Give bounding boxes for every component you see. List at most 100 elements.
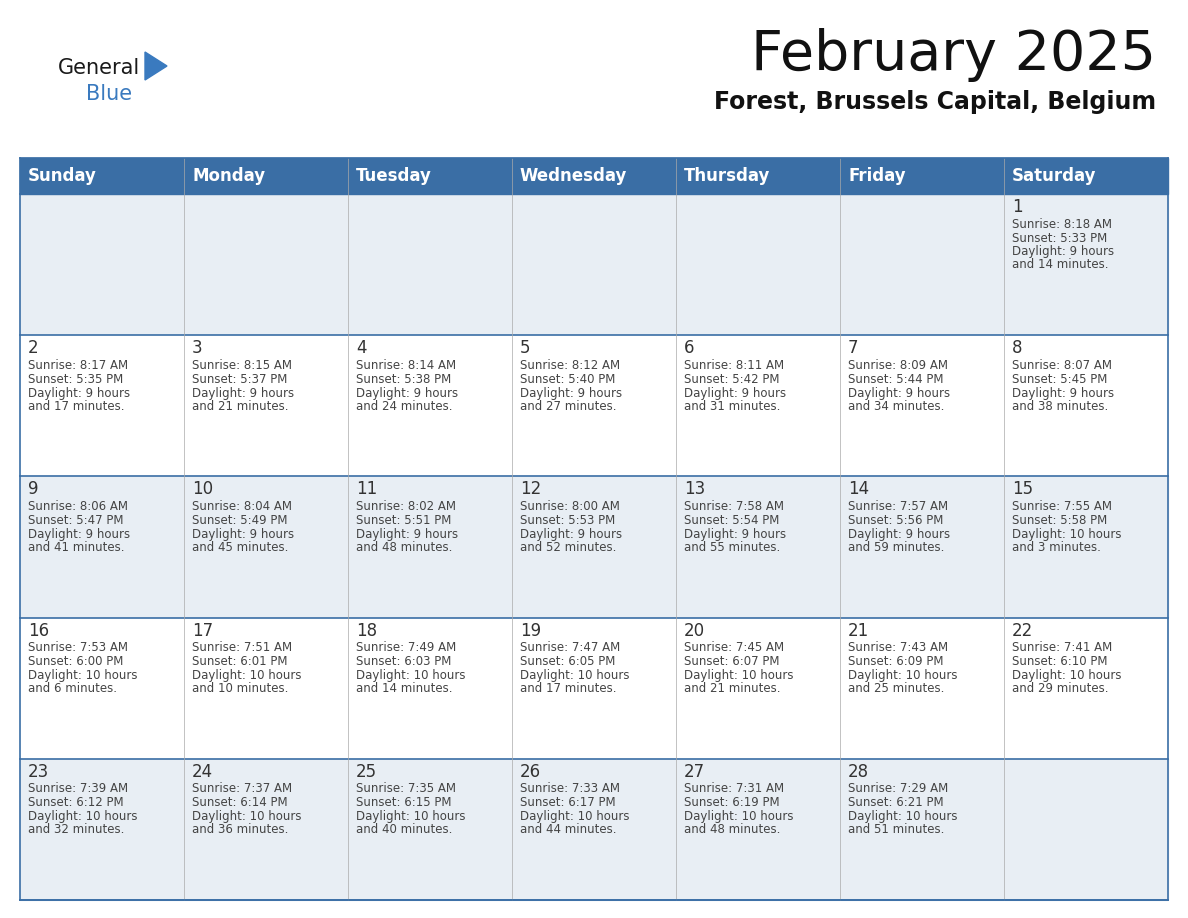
Text: Sunset: 6:01 PM: Sunset: 6:01 PM — [192, 655, 287, 668]
Text: Daylight: 10 hours: Daylight: 10 hours — [192, 811, 302, 823]
Text: Sunset: 5:58 PM: Sunset: 5:58 PM — [1012, 514, 1107, 527]
Text: Sunrise: 7:51 AM: Sunrise: 7:51 AM — [192, 641, 292, 655]
Text: and 32 minutes.: and 32 minutes. — [29, 823, 125, 836]
Text: Saturday: Saturday — [1012, 167, 1097, 185]
Text: Daylight: 9 hours: Daylight: 9 hours — [848, 528, 950, 541]
Text: 24: 24 — [192, 763, 213, 781]
Text: Sunset: 5:42 PM: Sunset: 5:42 PM — [684, 373, 779, 386]
Text: Sunset: 6:10 PM: Sunset: 6:10 PM — [1012, 655, 1107, 668]
Text: Sunrise: 8:15 AM: Sunrise: 8:15 AM — [192, 359, 292, 372]
Bar — [20, 194, 1168, 335]
Text: Sunday: Sunday — [29, 167, 97, 185]
Text: 18: 18 — [356, 621, 377, 640]
Text: and 3 minutes.: and 3 minutes. — [1012, 541, 1101, 554]
Text: Daylight: 9 hours: Daylight: 9 hours — [356, 386, 459, 399]
Text: 2: 2 — [29, 339, 39, 357]
Text: and 10 minutes.: and 10 minutes. — [192, 682, 289, 695]
Text: Sunrise: 8:17 AM: Sunrise: 8:17 AM — [29, 359, 128, 372]
Text: 1: 1 — [1012, 198, 1023, 216]
Text: Daylight: 9 hours: Daylight: 9 hours — [192, 386, 295, 399]
Text: and 51 minutes.: and 51 minutes. — [848, 823, 944, 836]
Text: 14: 14 — [848, 480, 870, 498]
Text: and 55 minutes.: and 55 minutes. — [684, 541, 781, 554]
Text: 17: 17 — [192, 621, 213, 640]
Text: Sunset: 6:09 PM: Sunset: 6:09 PM — [848, 655, 943, 668]
Text: Sunset: 6:00 PM: Sunset: 6:00 PM — [29, 655, 124, 668]
Text: and 14 minutes.: and 14 minutes. — [356, 682, 453, 695]
Text: Sunrise: 8:00 AM: Sunrise: 8:00 AM — [520, 500, 620, 513]
Text: 26: 26 — [520, 763, 541, 781]
Text: Sunrise: 8:09 AM: Sunrise: 8:09 AM — [848, 359, 948, 372]
Text: 10: 10 — [192, 480, 213, 498]
Text: Sunrise: 7:33 AM: Sunrise: 7:33 AM — [520, 782, 620, 795]
Text: Sunset: 5:44 PM: Sunset: 5:44 PM — [848, 373, 943, 386]
Text: and 38 minutes.: and 38 minutes. — [1012, 399, 1108, 413]
Text: Sunrise: 8:12 AM: Sunrise: 8:12 AM — [520, 359, 620, 372]
Text: Sunrise: 7:29 AM: Sunrise: 7:29 AM — [848, 782, 948, 795]
Bar — [20, 476, 1168, 618]
Text: Sunrise: 7:57 AM: Sunrise: 7:57 AM — [848, 500, 948, 513]
Text: Sunset: 5:53 PM: Sunset: 5:53 PM — [520, 514, 615, 527]
Text: and 36 minutes.: and 36 minutes. — [192, 823, 289, 836]
Text: Daylight: 9 hours: Daylight: 9 hours — [192, 528, 295, 541]
Text: Daylight: 10 hours: Daylight: 10 hours — [192, 669, 302, 682]
Text: Sunrise: 7:58 AM: Sunrise: 7:58 AM — [684, 500, 784, 513]
Text: Daylight: 9 hours: Daylight: 9 hours — [520, 386, 623, 399]
Text: and 17 minutes.: and 17 minutes. — [520, 682, 617, 695]
Text: Forest, Brussels Capital, Belgium: Forest, Brussels Capital, Belgium — [714, 90, 1156, 114]
Text: 9: 9 — [29, 480, 38, 498]
Text: Sunset: 6:17 PM: Sunset: 6:17 PM — [520, 796, 615, 810]
Text: Sunset: 5:35 PM: Sunset: 5:35 PM — [29, 373, 124, 386]
Text: Sunrise: 7:31 AM: Sunrise: 7:31 AM — [684, 782, 784, 795]
Text: 11: 11 — [356, 480, 378, 498]
Text: Daylight: 9 hours: Daylight: 9 hours — [1012, 245, 1114, 259]
Text: Sunrise: 8:07 AM: Sunrise: 8:07 AM — [1012, 359, 1112, 372]
Text: Daylight: 10 hours: Daylight: 10 hours — [848, 669, 958, 682]
Text: and 48 minutes.: and 48 minutes. — [684, 823, 781, 836]
Text: 16: 16 — [29, 621, 49, 640]
Text: 5: 5 — [520, 339, 531, 357]
Text: Daylight: 10 hours: Daylight: 10 hours — [684, 811, 794, 823]
Text: Sunrise: 8:11 AM: Sunrise: 8:11 AM — [684, 359, 784, 372]
Text: Daylight: 10 hours: Daylight: 10 hours — [1012, 669, 1121, 682]
Text: Sunset: 6:14 PM: Sunset: 6:14 PM — [192, 796, 287, 810]
Text: 7: 7 — [848, 339, 859, 357]
Text: and 44 minutes.: and 44 minutes. — [520, 823, 617, 836]
Text: 28: 28 — [848, 763, 870, 781]
Text: 27: 27 — [684, 763, 706, 781]
Text: Sunset: 5:49 PM: Sunset: 5:49 PM — [192, 514, 287, 527]
Text: Tuesday: Tuesday — [356, 167, 432, 185]
Text: and 34 minutes.: and 34 minutes. — [848, 399, 944, 413]
Text: and 17 minutes.: and 17 minutes. — [29, 399, 125, 413]
Text: 20: 20 — [684, 621, 706, 640]
Text: Sunrise: 7:35 AM: Sunrise: 7:35 AM — [356, 782, 456, 795]
Text: Sunset: 6:05 PM: Sunset: 6:05 PM — [520, 655, 615, 668]
Text: 23: 23 — [29, 763, 49, 781]
Text: Blue: Blue — [86, 84, 132, 104]
Bar — [20, 158, 1168, 194]
Text: and 14 minutes.: and 14 minutes. — [1012, 259, 1108, 272]
Text: Daylight: 10 hours: Daylight: 10 hours — [684, 669, 794, 682]
Text: Sunrise: 7:53 AM: Sunrise: 7:53 AM — [29, 641, 128, 655]
Text: Sunrise: 8:18 AM: Sunrise: 8:18 AM — [1012, 218, 1112, 230]
Text: Sunset: 5:45 PM: Sunset: 5:45 PM — [1012, 373, 1107, 386]
Text: Sunset: 6:12 PM: Sunset: 6:12 PM — [29, 796, 124, 810]
Text: and 6 minutes.: and 6 minutes. — [29, 682, 116, 695]
Text: Sunset: 6:21 PM: Sunset: 6:21 PM — [848, 796, 943, 810]
Text: Sunset: 6:03 PM: Sunset: 6:03 PM — [356, 655, 451, 668]
Text: Sunset: 5:40 PM: Sunset: 5:40 PM — [520, 373, 615, 386]
Text: Sunset: 6:19 PM: Sunset: 6:19 PM — [684, 796, 779, 810]
Text: Sunset: 5:47 PM: Sunset: 5:47 PM — [29, 514, 124, 527]
Text: Sunrise: 7:47 AM: Sunrise: 7:47 AM — [520, 641, 620, 655]
Bar — [20, 759, 1168, 900]
Text: Sunrise: 8:14 AM: Sunrise: 8:14 AM — [356, 359, 456, 372]
Bar — [20, 335, 1168, 476]
Text: and 24 minutes.: and 24 minutes. — [356, 399, 453, 413]
Text: 25: 25 — [356, 763, 377, 781]
Text: Thursday: Thursday — [684, 167, 770, 185]
Text: Daylight: 10 hours: Daylight: 10 hours — [356, 669, 466, 682]
Text: 19: 19 — [520, 621, 541, 640]
Text: 13: 13 — [684, 480, 706, 498]
Text: Sunrise: 7:41 AM: Sunrise: 7:41 AM — [1012, 641, 1112, 655]
Text: 3: 3 — [192, 339, 203, 357]
